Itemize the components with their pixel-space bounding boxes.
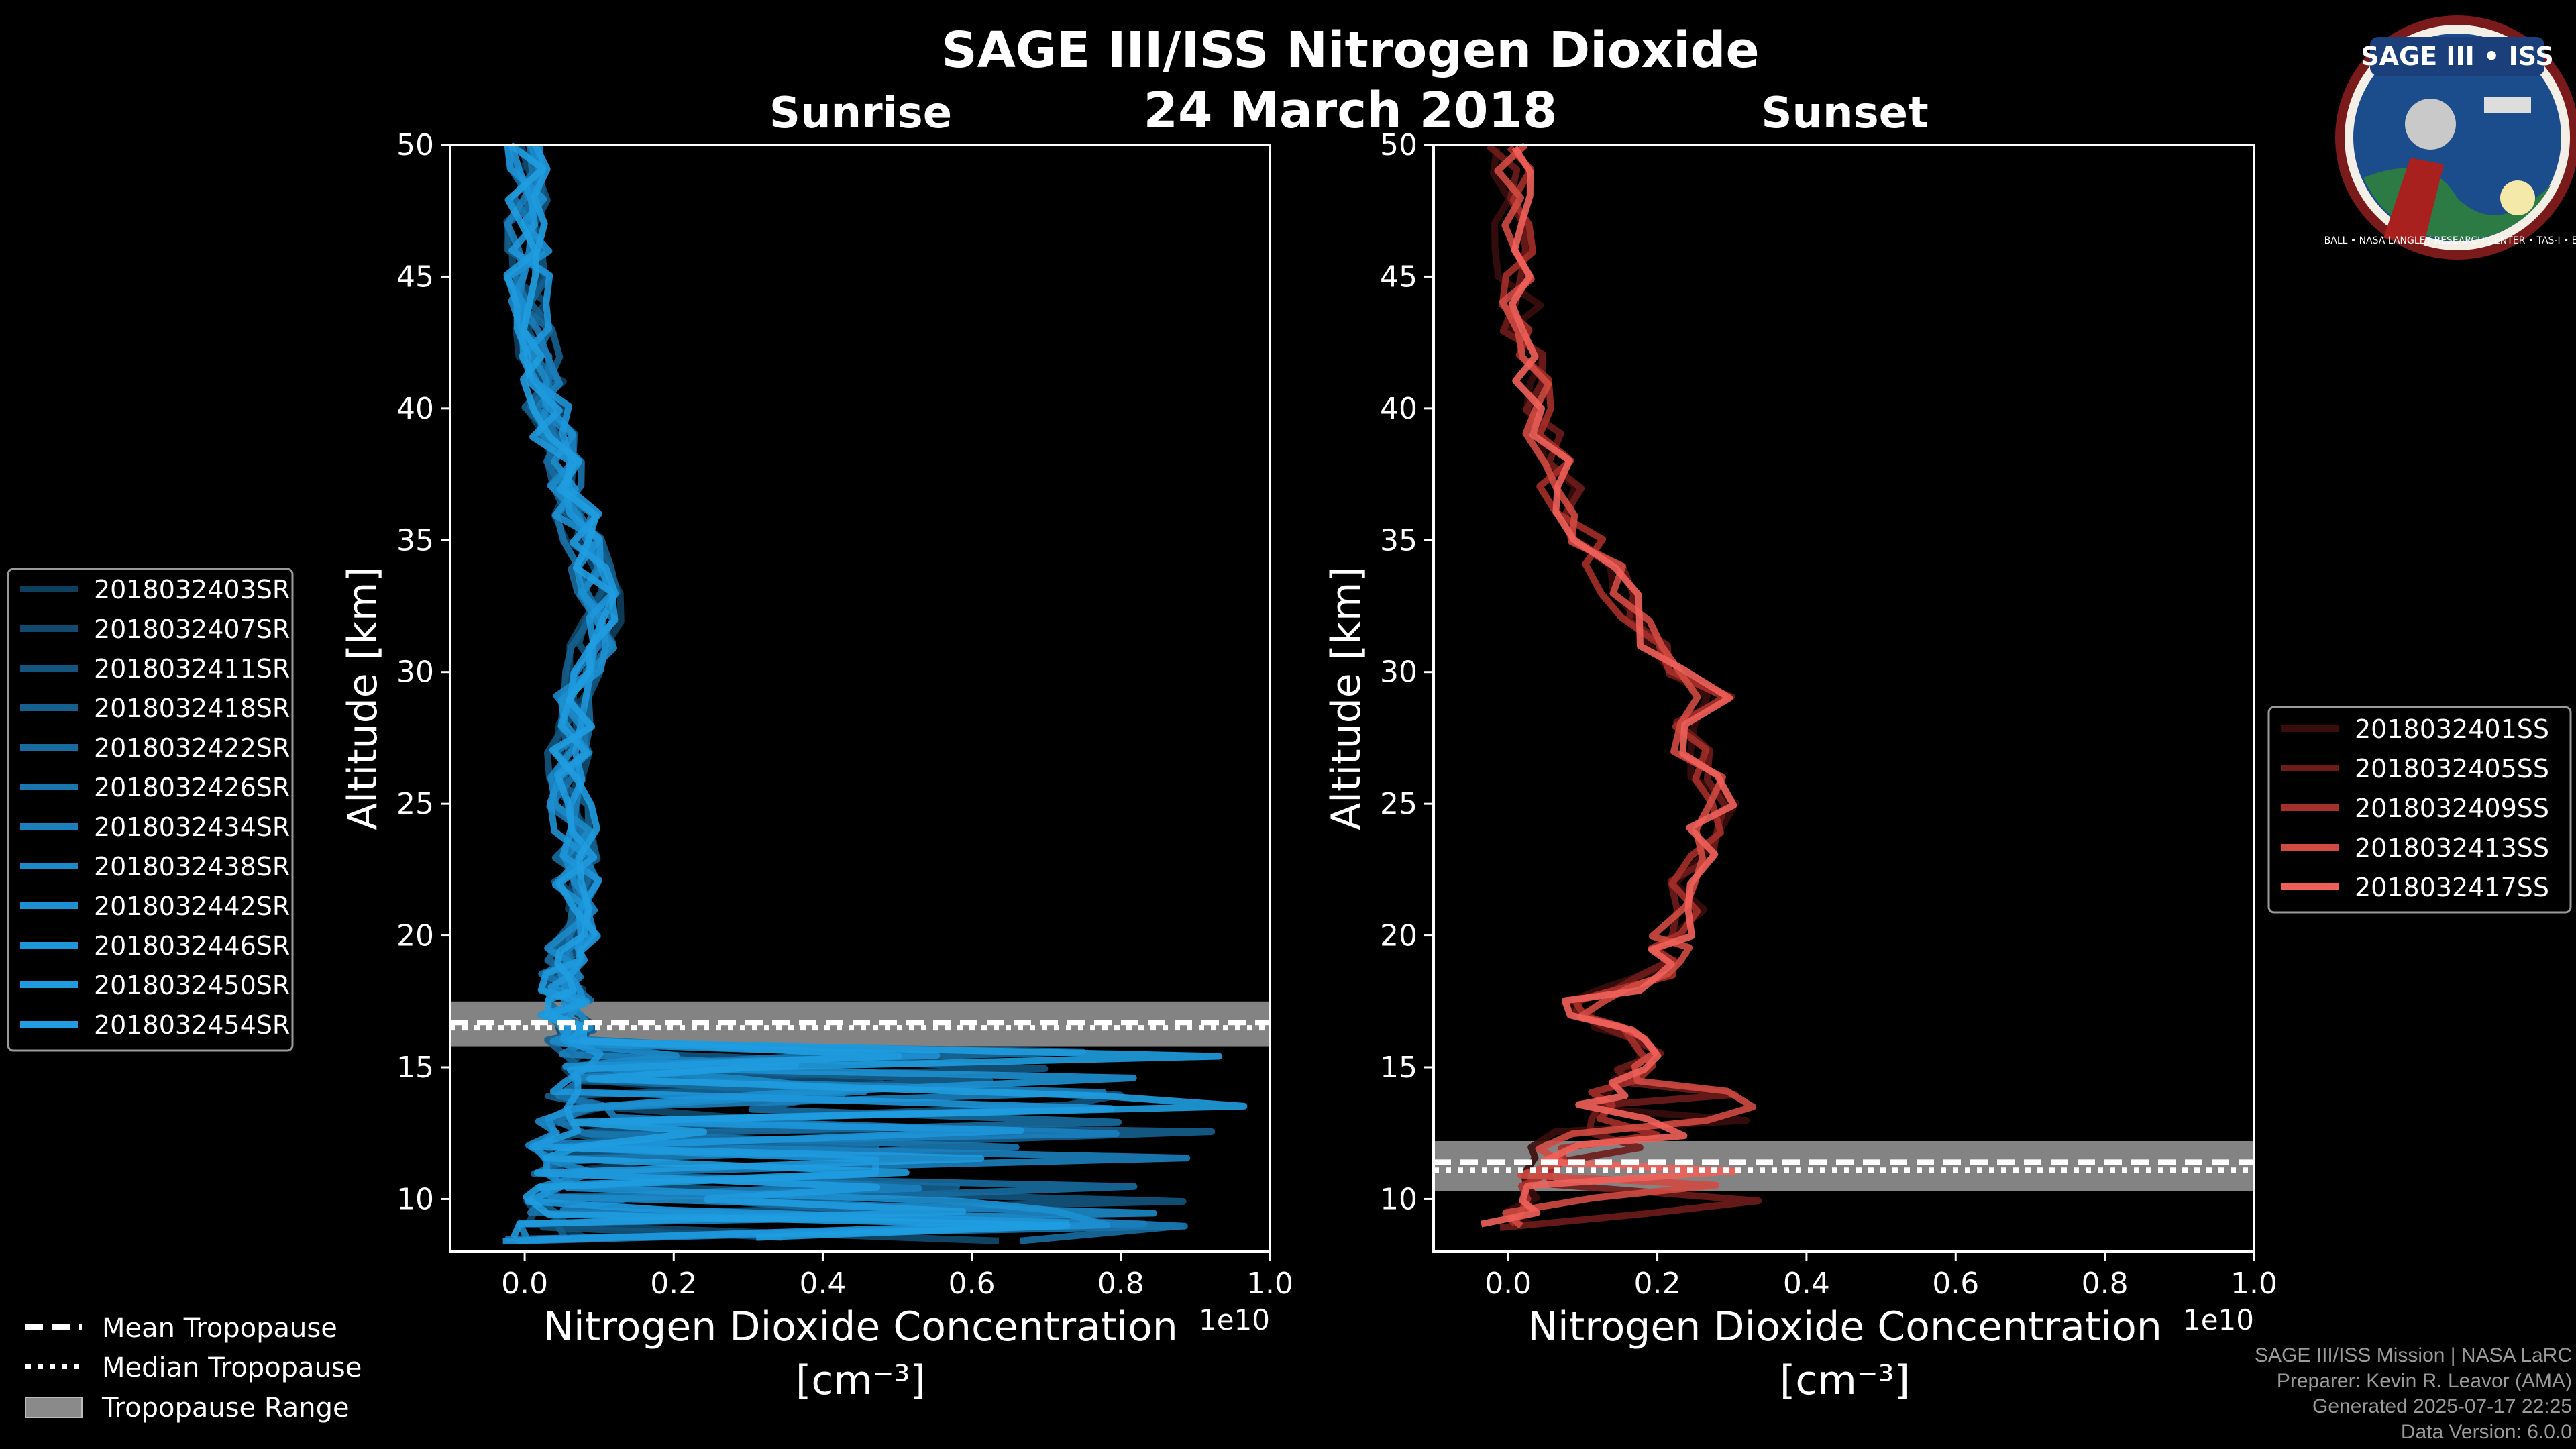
sunrise-legend-label: 2018032454SR <box>94 1010 290 1040</box>
sunset-y-tick-label: 25 <box>1380 787 1417 821</box>
sunrise-x-tick-label: 0.8 <box>1097 1267 1144 1301</box>
sunset-y-tick-label: 15 <box>1380 1051 1417 1085</box>
sunrise-legend-label: 2018032426SR <box>94 773 290 802</box>
sunrise-y-tick-label: 30 <box>396 655 434 690</box>
sunset-x-tick-label: 0.0 <box>1485 1267 1532 1301</box>
sunrise-y-ticks: 10 15 20 25 30 35 40 45 50 <box>396 128 450 1216</box>
sunrise-y-tick-label: 20 <box>396 919 434 953</box>
sunset-x-axis-label: Nitrogen Dioxide Concentration <box>1527 1303 2162 1350</box>
figure-date: 24 March 2018 <box>1143 82 1557 140</box>
sunrise-legend: 2018032403SR 2018032407SR 2018032411SR 2018… <box>7 568 294 1052</box>
sunset-x-ticks: 0.0 0.2 0.4 0.6 0.8 1.0 <box>1485 1252 2277 1301</box>
sunrise-x-axis-label: Nitrogen Dioxide Concentration <box>543 1303 1178 1350</box>
sunrise-legend-label: 2018032407SR <box>94 614 290 644</box>
sunrise-x-ticks: 0.0 0.2 0.4 0.6 0.8 1.0 <box>501 1252 1293 1301</box>
sunset-x-tick-label: 0.4 <box>1783 1267 1830 1301</box>
sunrise-y-tick-label: 50 <box>396 128 434 162</box>
tropopause-range-swatch <box>25 1397 83 1418</box>
sunset-x-axis-unit: [cm⁻³] <box>1780 1357 1910 1404</box>
sunset-y-tick-label: 30 <box>1380 655 1417 690</box>
sunrise-series-2018032454SR <box>504 142 1248 1241</box>
logo-top-text: SAGE III • ISS <box>2361 42 2554 71</box>
sunset-y-tick-label: 45 <box>1380 260 1417 294</box>
sunset-x-tick-label: 0.2 <box>1634 1267 1681 1301</box>
sunset-legend-label: 2018032409SS <box>2355 794 2549 823</box>
sunrise-series-2018032438SR <box>508 144 1157 1239</box>
sunrise-panel-title: Sunrise <box>769 89 952 138</box>
sunset-y-tick-label: 20 <box>1380 919 1417 953</box>
sunset-y-tick-label: 10 <box>1380 1182 1417 1216</box>
sunset-y-tick-label: 35 <box>1380 523 1417 557</box>
sunrise-series-layer <box>450 142 1270 1245</box>
sunrise-y-tick-label: 40 <box>396 392 434 426</box>
sunset-axes: Sunset 0.0 0.2 0.4 0.6 0.8 1.0 10 15 20 25 30 35 40… <box>1323 89 2277 1404</box>
sunset-series-2018032413SS <box>1494 142 1757 1229</box>
sunset-legend-label: 2018032413SS <box>2355 833 2549 863</box>
sunrise-y-axis-label: Altitude [km] <box>339 566 386 830</box>
sunrise-legend-label: 2018032403SR <box>94 575 290 604</box>
sunrise-x-tick-label: 0.4 <box>799 1267 846 1301</box>
sunset-series-2018032417SS <box>1481 146 1739 1228</box>
sunset-y-tick-label: 50 <box>1380 128 1417 162</box>
footer-line-2: Preparer: Kevin R. Leavor (AMA) <box>2276 1370 2572 1392</box>
tropopause-range-label: Tropopause Range <box>101 1393 350 1424</box>
sunset-legend-label: 2018032405SS <box>2355 754 2549 784</box>
mean-tropopause-label: Mean Tropopause <box>102 1313 337 1344</box>
footer-line-3: Generated 2025-07-17 22:25 <box>2312 1395 2572 1417</box>
footer-line-1: SAGE III/ISS Mission | NASA LaRC <box>2255 1344 2572 1366</box>
footer-line-4: Data Version: 6.0.0 <box>2400 1421 2572 1443</box>
logo-ring-text: BALL • NASA LANGLEY RESEARCH CENTER • TA… <box>2324 235 2576 246</box>
sunrise-x-axis-unit: [cm⁻³] <box>796 1357 926 1404</box>
sunrise-legend-label: 2018032442SR <box>94 892 290 921</box>
sunrise-y-tick-label: 15 <box>396 1051 434 1085</box>
sunrise-x-scale-label: 1e10 <box>1199 1303 1270 1336</box>
sunset-y-axis-label: Altitude [km] <box>1323 566 1370 830</box>
sunrise-legend-label: 2018032438SR <box>94 852 290 881</box>
sunset-x-tick-label: 1.0 <box>2231 1267 2277 1301</box>
sunset-panel-title: Sunset <box>1761 89 1928 138</box>
sunset-x-tick-label: 0.8 <box>2082 1267 2129 1301</box>
sunset-legend: 2018032401SS 2018032405SS 2018032409SS 2018… <box>2267 706 2572 914</box>
median-tropopause-label: Median Tropopause <box>102 1352 362 1383</box>
footer-credits: SAGE III/ISS Mission | NASA LaRC Prepare… <box>2255 1343 2572 1445</box>
sunset-x-tick-label: 0.6 <box>1932 1267 1979 1301</box>
sage-iss-mission-logo: SAGE III • ISS BALL • NASA LANGLEY RESEA… <box>2324 15 2576 260</box>
sunrise-x-tick-label: 0.6 <box>949 1267 996 1301</box>
sunset-plot-frame <box>1432 144 2255 1253</box>
sunrise-y-tick-label: 45 <box>396 260 434 294</box>
sunrise-legend-label: 2018032411SR <box>94 654 290 684</box>
sunrise-plot-frame <box>449 144 1271 1253</box>
tropopause-legend: Mean Tropopause Median Tropopause Tropop… <box>25 1313 362 1424</box>
sunrise-legend-label: 2018032418SR <box>94 694 290 723</box>
sunset-x-scale-label: 1e10 <box>2183 1303 2254 1336</box>
sunrise-x-tick-label: 1.0 <box>1246 1267 1293 1301</box>
sunrise-axes: Sunrise 0.0 0.2 0.4 0.6 0.8 1.0 10 15 20 25 30 35 4… <box>339 89 1293 1404</box>
sunrise-y-tick-label: 25 <box>396 787 434 821</box>
sunrise-legend-label: 2018032446SR <box>94 931 290 961</box>
sunrise-y-tick-label: 10 <box>396 1182 434 1216</box>
figure-title: SAGE III/ISS Nitrogen Dioxide <box>941 21 1759 79</box>
sunset-series-layer <box>1434 142 2254 1231</box>
sunrise-x-tick-label: 0.0 <box>501 1267 548 1301</box>
sunrise-legend-label: 2018032422SR <box>94 733 290 763</box>
sunrise-x-tick-label: 0.2 <box>650 1267 697 1301</box>
sunrise-y-tick-label: 35 <box>396 523 434 557</box>
sunset-y-tick-label: 40 <box>1380 392 1417 426</box>
sunset-legend-label: 2018032401SS <box>2355 714 2549 744</box>
sunrise-legend-label: 2018032434SR <box>94 812 290 842</box>
sunrise-legend-label: 2018032450SR <box>94 971 290 1000</box>
sunset-y-ticks: 10 15 20 25 30 35 40 45 50 <box>1380 128 1434 1216</box>
sunset-legend-label: 2018032417SS <box>2355 873 2549 902</box>
